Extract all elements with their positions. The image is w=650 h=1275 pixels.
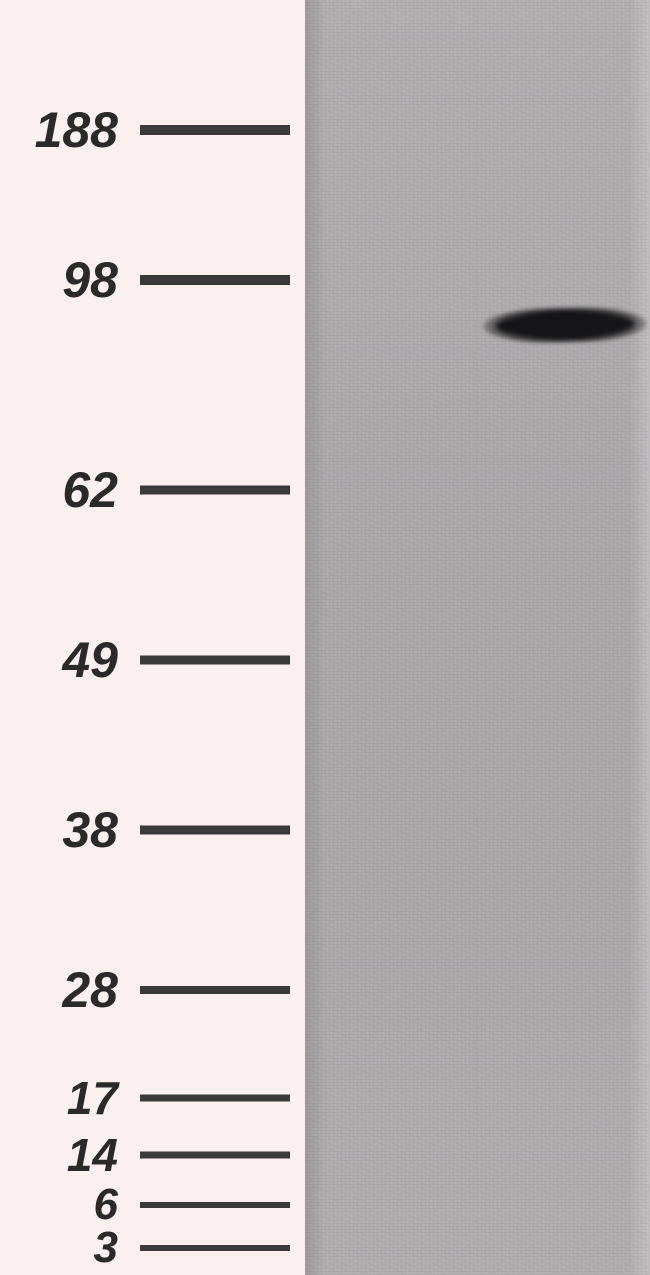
mw-marker-tick: [140, 1095, 290, 1102]
mw-marker-tick: [140, 986, 290, 994]
mw-marker-label: 38: [62, 801, 118, 859]
mw-marker-tick: [140, 826, 290, 835]
film-grain: [305, 0, 650, 1275]
blot-shading: [305, 0, 650, 1275]
mw-marker-tick: [140, 275, 290, 285]
mw-marker-label: 28: [62, 961, 118, 1019]
mw-marker-label: 14: [67, 1128, 118, 1182]
molecular-weight-ladder-panel: 1889862493828171463: [0, 0, 305, 1275]
mw-marker-label: 98: [62, 251, 118, 309]
mw-marker-tick: [140, 125, 290, 135]
mw-marker-tick: [140, 656, 290, 665]
protein-band: [483, 307, 648, 344]
blot-membrane-panel: [305, 0, 650, 1275]
mw-marker-tick: [140, 1245, 290, 1251]
mw-marker-label: 49: [62, 631, 118, 689]
mw-marker-label: 62: [62, 461, 118, 519]
mw-marker-label: 3: [94, 1223, 118, 1273]
mw-marker-tick: [140, 1202, 290, 1208]
mw-marker-tick: [140, 486, 290, 495]
western-blot-figure: 1889862493828171463: [0, 0, 650, 1275]
mw-marker-label: 188: [35, 101, 118, 159]
mw-marker-tick: [140, 1152, 290, 1159]
mw-marker-label: 17: [67, 1071, 118, 1125]
lane-divider: [475, 0, 477, 1275]
